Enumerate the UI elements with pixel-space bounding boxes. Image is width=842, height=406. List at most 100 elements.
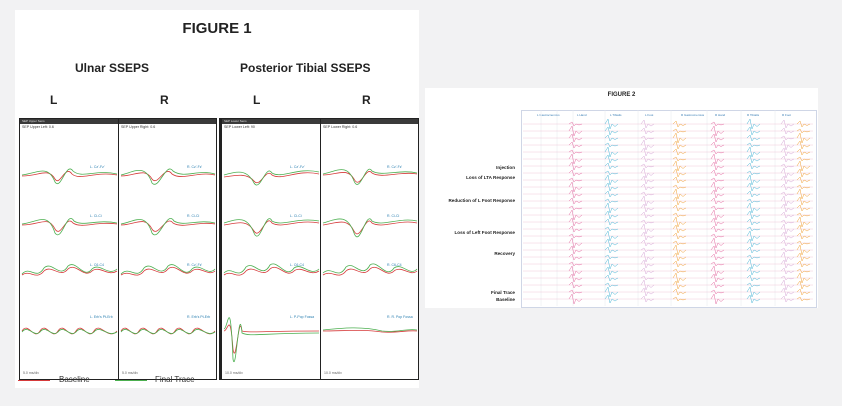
trend-trace [746, 202, 761, 214]
trend-trace [780, 163, 795, 169]
trend-trace [780, 223, 795, 235]
trend-trace [604, 118, 619, 130]
trend-trace [568, 273, 583, 283]
trend-trace [672, 232, 687, 240]
trend-trace [746, 170, 761, 176]
trend-trace [604, 294, 619, 304]
trend-trace [710, 181, 725, 193]
trend-trace [710, 125, 725, 137]
final-trace [21, 168, 118, 185]
trend-trace [568, 265, 583, 277]
baseline-trace [322, 267, 418, 276]
trend-trace [640, 163, 655, 169]
trend-trace [746, 134, 761, 142]
trend-trace [604, 134, 619, 142]
final-trace [223, 170, 320, 186]
trend-trace [604, 274, 619, 282]
trend-trace [780, 183, 795, 191]
trend-trace [796, 288, 811, 296]
group-title-tibial: Posterior Tibial SSEPS [240, 61, 371, 75]
trend-trace [604, 154, 619, 164]
trend-trace [780, 191, 795, 197]
trend-trace [796, 188, 811, 200]
trend-trace [568, 133, 583, 143]
trend-trace [568, 225, 583, 233]
trend-trace [710, 237, 725, 249]
channel-label: L. P-Pop Fossa [290, 315, 315, 319]
trend-trace [780, 135, 795, 141]
trend-trace [604, 266, 619, 276]
time-scale: 10.0 ms/div [225, 371, 243, 375]
baseline-trace [223, 220, 320, 234]
trend-trace [710, 289, 725, 295]
trend-trace [568, 261, 583, 267]
time-scale: 5.0 ms/div [122, 371, 138, 375]
channel-label: L. Ci-Ci [90, 214, 102, 218]
trend-trace [604, 282, 619, 288]
trend-trace [796, 252, 811, 262]
trend-trace [640, 295, 655, 303]
trend-trace [796, 212, 811, 218]
legend-baseline-swatch [18, 380, 50, 381]
trend-trace [710, 133, 725, 143]
final-trace [322, 168, 418, 185]
trend-trace [746, 198, 761, 204]
trend-trace [710, 189, 725, 199]
trend-trace [746, 226, 761, 232]
trend-trace [604, 254, 619, 260]
trend-trace [568, 161, 583, 171]
baseline-trace [322, 329, 418, 333]
trend-trace [640, 155, 655, 163]
channel-label: R. Erb's Pt-Erb [187, 315, 211, 319]
channel-label: R. R. Pop Fossa [387, 315, 413, 319]
final-trace [120, 329, 216, 334]
trend-trace [568, 125, 583, 137]
trend-trace [672, 252, 687, 262]
trend-trace [672, 212, 687, 218]
trend-trace [568, 245, 583, 255]
trend-trace [710, 197, 725, 205]
final-trace [21, 329, 118, 334]
trend-trace [672, 168, 687, 178]
ulnar-right-half: SEP Upper Right: 0.6 R. Cz'-Fz' R. Ci-Ci… [119, 119, 216, 379]
channel-label: R. Ci-Ci [387, 214, 400, 218]
trend-trace [640, 239, 655, 247]
trend-trace [604, 210, 619, 220]
column-header: L Gastrocnemius [537, 113, 560, 117]
final-trace [120, 264, 216, 275]
trend-trace [710, 293, 725, 305]
tibial-left-half: SEP Lower Left: 90 L. Cz'-Fz' L. Ci-Ci L… [222, 119, 321, 379]
trend-trace [746, 162, 761, 170]
trend-trace [780, 175, 795, 185]
trend-trace [568, 205, 583, 211]
trend-trace [640, 211, 655, 219]
trend-trace [672, 188, 687, 200]
trend-trace [672, 156, 687, 162]
trend-trace [746, 282, 761, 288]
trend-trace [672, 160, 687, 172]
trend-trace [796, 120, 811, 128]
final-trace [223, 317, 320, 363]
trend-trace [568, 141, 583, 149]
event-label: Recovery [494, 251, 515, 256]
trend-trace [640, 135, 655, 141]
trend-trace [604, 182, 619, 192]
legend-final-swatch [115, 380, 147, 381]
trend-trace [796, 132, 811, 144]
trend-trace [604, 146, 619, 158]
event-label: Injection [496, 165, 515, 170]
trend-trace [710, 153, 725, 165]
trend-trace [796, 168, 811, 178]
event-label: Loss of Left Foot Response [454, 230, 516, 235]
final-trace [120, 168, 216, 185]
trend-trace [672, 128, 687, 134]
trend-trace [746, 142, 761, 148]
trend-trace [672, 176, 687, 184]
ulnar-left-half: SEP Upper Left: 0.6 L. Cz'-Fz' L. Ci-Ci … [20, 119, 119, 379]
trend-trace [746, 126, 761, 136]
final-trace [21, 218, 118, 236]
trend-trace [568, 289, 583, 295]
trend-trace [746, 154, 761, 164]
trend-trace [796, 240, 811, 246]
trend-trace [746, 266, 761, 276]
